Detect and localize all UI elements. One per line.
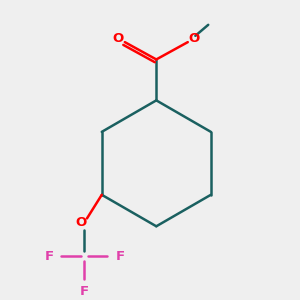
Text: F: F bbox=[44, 250, 53, 263]
Text: O: O bbox=[112, 32, 124, 45]
Text: O: O bbox=[189, 32, 200, 45]
Text: F: F bbox=[116, 250, 124, 263]
Text: F: F bbox=[80, 285, 89, 298]
Text: O: O bbox=[75, 216, 86, 229]
